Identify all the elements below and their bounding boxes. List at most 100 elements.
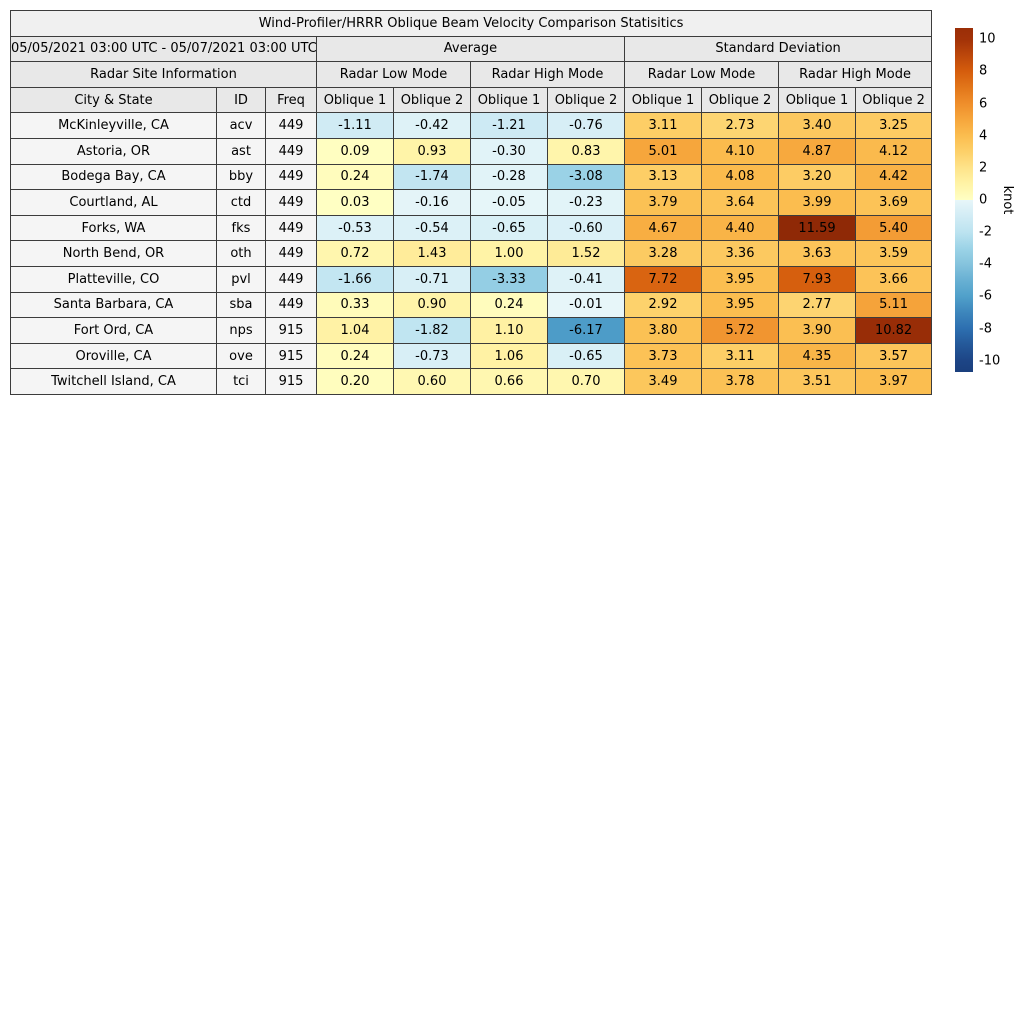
- colorbar-tick-label: 2: [979, 160, 988, 176]
- value-cell: 3.25: [854, 112, 933, 139]
- freq-cell: 449: [265, 291, 317, 319]
- value-cell: -0.23: [547, 189, 625, 216]
- freq-cell: 449: [265, 265, 317, 293]
- value-cell: -0.73: [393, 342, 471, 370]
- colorbar-tick-label: 4: [979, 128, 988, 144]
- value-cell: 1.52: [547, 240, 625, 267]
- colorbar-ticks: 10 8 6 4 2 0 -2 -4 -6 -8 -10: [979, 28, 1019, 372]
- value-cell: -1.21: [470, 112, 548, 139]
- colorbar-tick-label: 0: [979, 192, 988, 208]
- colorbar-gradient: [955, 28, 973, 372]
- value-cell: 4.35: [778, 342, 856, 370]
- stddev-group-header: Standard Deviation: [623, 35, 933, 63]
- value-cell: -0.76: [547, 112, 625, 139]
- value-cell: -1.82: [393, 317, 471, 344]
- date-range: 05/05/2021 03:00 UTC - 05/07/2021 03:00 …: [10, 35, 317, 63]
- value-cell: 2.77: [778, 291, 856, 319]
- value-cell: 5.40: [854, 214, 933, 242]
- avg-low-mode-header: Radar Low Mode: [316, 61, 471, 88]
- value-cell: 3.66: [854, 265, 933, 293]
- table-row: North Bend, OR oth 449 0.72 1.43 1.00 1.52 3.28…: [10, 240, 933, 267]
- value-cell: 3.69: [854, 189, 933, 216]
- value-cell: -3.33: [470, 265, 548, 293]
- city-cell: North Bend, OR: [10, 240, 217, 267]
- freq-column-header: Freq: [265, 86, 317, 114]
- colorbar-tick-label: 10: [979, 31, 996, 47]
- value-cell: 3.11: [624, 112, 702, 139]
- freq-cell: 449: [265, 214, 317, 242]
- value-cell: 1.43: [393, 240, 471, 267]
- freq-cell: 449: [265, 240, 317, 267]
- value-cell: 0.24: [316, 342, 394, 370]
- table-row: Santa Barbara, CA sba 449 0.33 0.90 0.24 -0.01…: [10, 291, 933, 319]
- oblique1-column-header: Oblique 1: [624, 86, 702, 114]
- table-row: Fort Ord, CA nps 915 1.04 -1.82 1.10 -6.17 3.80…: [10, 317, 933, 344]
- colorbar-tick-label: -2: [979, 224, 992, 240]
- value-cell: 0.72: [316, 240, 394, 267]
- value-cell: 3.51: [778, 368, 856, 395]
- site-id-cell: nps: [216, 317, 266, 344]
- freq-cell: 449: [265, 189, 317, 216]
- site-id-cell: fks: [216, 214, 266, 242]
- value-cell: 7.72: [624, 265, 702, 293]
- value-cell: 4.40: [701, 214, 779, 242]
- value-cell: -0.65: [470, 214, 548, 242]
- value-cell: -1.74: [393, 163, 471, 191]
- freq-cell: 449: [265, 137, 317, 165]
- value-cell: 3.13: [624, 163, 702, 191]
- value-cell: 0.20: [316, 368, 394, 395]
- city-cell: Twitchell Island, CA: [10, 368, 217, 395]
- freq-cell: 449: [265, 112, 317, 139]
- value-cell: 3.11: [701, 342, 779, 370]
- freq-cell: 449: [265, 163, 317, 191]
- value-cell: 1.10: [470, 317, 548, 344]
- std-low-mode-header: Radar Low Mode: [624, 61, 779, 88]
- value-cell: 11.59: [778, 214, 856, 242]
- colorbar-tick-label: 6: [979, 96, 988, 112]
- site-id-cell: ctd: [216, 189, 266, 216]
- value-cell: -6.17: [547, 317, 625, 344]
- site-id-cell: oth: [216, 240, 266, 267]
- city-cell: Forks, WA: [10, 214, 217, 242]
- value-cell: 0.24: [470, 291, 548, 319]
- city-cell: Bodega Bay, CA: [10, 163, 217, 191]
- table-row: Bodega Bay, CA bby 449 0.24 -1.74 -0.28 -3.08 3…: [10, 163, 933, 191]
- value-cell: 3.73: [624, 342, 702, 370]
- city-cell: Fort Ord, CA: [10, 317, 217, 344]
- value-cell: 5.01: [624, 137, 702, 165]
- value-cell: 4.67: [624, 214, 702, 242]
- avg-high-mode-header: Radar High Mode: [470, 61, 625, 88]
- site-id-cell: ove: [216, 342, 266, 370]
- value-cell: 4.12: [854, 137, 933, 165]
- freq-cell: 915: [265, 317, 317, 344]
- oblique2-column-header: Oblique 2: [854, 86, 933, 114]
- value-cell: -1.11: [316, 112, 394, 139]
- value-cell: 0.60: [393, 368, 471, 395]
- title-row: Wind-Profiler/HRRR Oblique Beam Velocity…: [9, 10, 933, 37]
- column-header-row: City & State ID Freq Oblique 1 Oblique 2…: [10, 86, 933, 114]
- value-cell: 0.83: [547, 137, 625, 165]
- site-id-cell: sba: [216, 291, 266, 319]
- value-cell: 2.92: [624, 291, 702, 319]
- value-cell: -1.66: [316, 265, 394, 293]
- table-row: Oroville, CA ove 915 0.24 -0.73 1.06 -0.65 3.73…: [10, 342, 933, 370]
- city-cell: Courtland, AL: [10, 189, 217, 216]
- value-cell: 0.03: [316, 189, 394, 216]
- city-cell: Santa Barbara, CA: [10, 291, 217, 319]
- value-cell: -0.16: [393, 189, 471, 216]
- value-cell: -0.28: [470, 163, 548, 191]
- value-cell: 3.90: [778, 317, 856, 344]
- value-cell: 0.93: [393, 137, 471, 165]
- value-cell: 3.78: [701, 368, 779, 395]
- table-row: Forks, WA fks 449 -0.53 -0.54 -0.65 -0.60 4.67 4…: [10, 214, 933, 242]
- value-cell: 0.66: [470, 368, 548, 395]
- oblique1-column-header: Oblique 1: [316, 86, 394, 114]
- oblique1-column-header: Oblique 1: [778, 86, 856, 114]
- value-cell: 3.97: [854, 368, 933, 395]
- value-cell: 4.42: [854, 163, 933, 191]
- value-cell: -0.54: [393, 214, 471, 242]
- stats-table: Wind-Profiler/HRRR Oblique Beam Velocity…: [9, 10, 933, 395]
- site-id-cell: tci: [216, 368, 266, 395]
- value-cell: 3.20: [778, 163, 856, 191]
- city-column-header: City & State: [10, 86, 217, 114]
